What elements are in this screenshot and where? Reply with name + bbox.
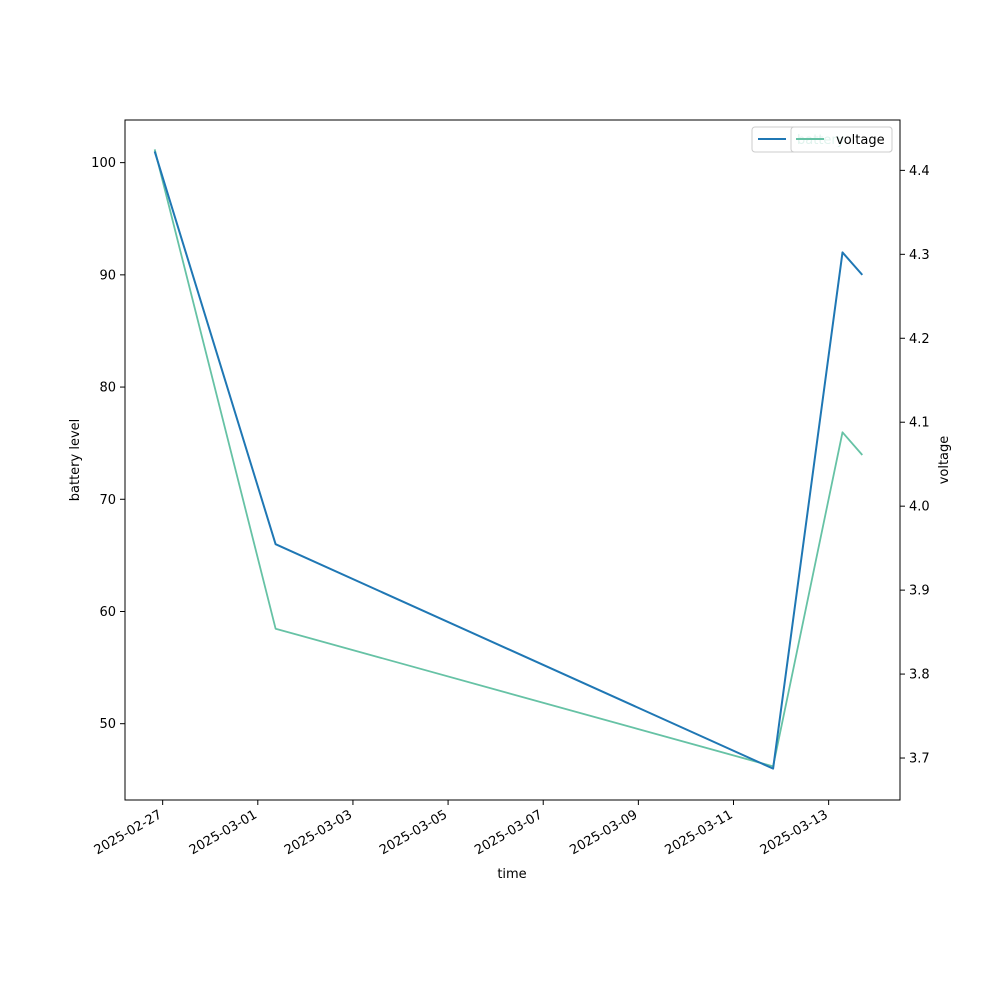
x-axis: 2025-02-27 2025-03-01 2025-03-03 2025-03-05… <box>92 800 831 858</box>
x-tick-label: 2025-03-07 <box>472 807 545 858</box>
y-axis-left-label: battery level <box>68 419 83 502</box>
x-tick-label: 2025-03-09 <box>567 807 640 858</box>
y-left-tick-label: 60 <box>99 605 116 620</box>
y-axis-right: 3.7 3.8 3.9 4.0 4.1 4.2 4.3 4.4 <box>900 164 930 767</box>
x-tick-label: 2025-03-11 <box>663 807 736 858</box>
legend-voltage-label: voltage <box>836 133 885 148</box>
y-right-tick-label: 4.4 <box>909 164 930 179</box>
y-left-tick-label: 80 <box>99 381 116 396</box>
legend-right: voltage <box>790 126 893 153</box>
y-right-tick-label: 4.1 <box>909 416 930 431</box>
x-axis-label: time <box>497 867 526 882</box>
x-tick-label: 2025-03-05 <box>377 807 450 858</box>
y-right-tick-label: 3.9 <box>909 584 930 599</box>
legend-right-box <box>790 126 893 153</box>
x-tick-label: 2025-03-03 <box>282 807 355 858</box>
y-left-tick-label: 90 <box>99 268 116 283</box>
y-left-tick-label: 50 <box>99 717 116 732</box>
series-layer <box>153 149 864 770</box>
series-line-battery <box>153 151 864 770</box>
plot-frame <box>124 119 901 801</box>
x-tick-label: 2025-03-01 <box>187 807 260 858</box>
y-axis-left: 50 60 70 80 90 100 <box>91 156 125 732</box>
axes-layer <box>124 119 901 801</box>
y-right-tick-label: 4.0 <box>909 500 930 515</box>
y-right-tick-label: 4.2 <box>909 332 930 347</box>
y-axis-right-label: voltage <box>937 436 952 485</box>
y-right-tick-label: 4.3 <box>909 248 930 263</box>
y-right-tick-label: 3.8 <box>909 668 930 683</box>
y-left-tick-label: 70 <box>99 493 116 508</box>
y-right-tick-label: 3.7 <box>909 752 930 767</box>
plot-area <box>125 120 900 800</box>
x-tick-label: 2025-03-13 <box>758 807 831 858</box>
y-left-tick-label: 100 <box>91 156 116 171</box>
x-tick-label: 2025-02-27 <box>92 807 165 858</box>
